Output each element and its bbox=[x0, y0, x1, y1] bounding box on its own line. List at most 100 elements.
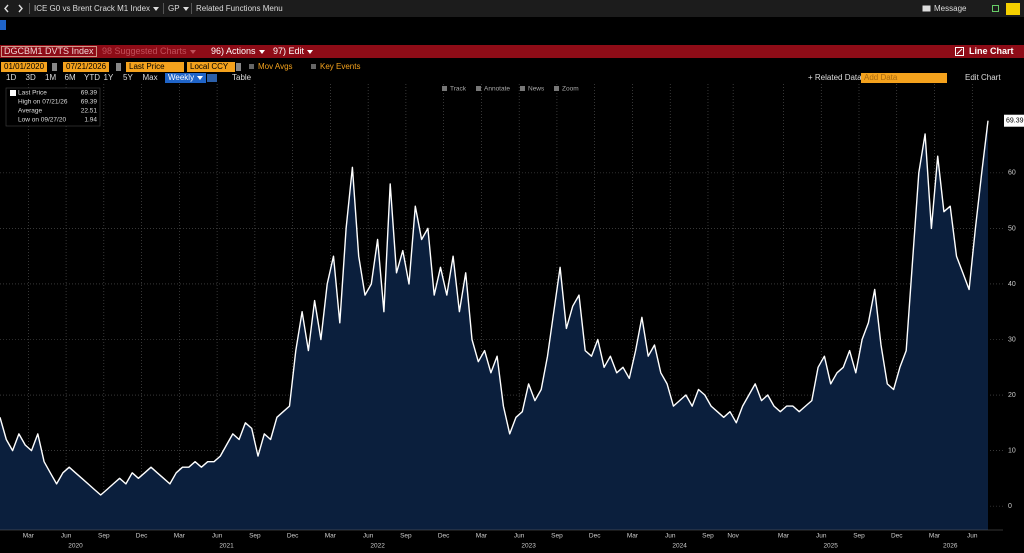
key-events-box[interactable] bbox=[311, 64, 316, 69]
actions-menu[interactable]: 96) Actions bbox=[211, 46, 265, 57]
line bbox=[0, 120, 989, 496]
chart-tool[interactable]: Annotate bbox=[476, 86, 510, 93]
x-tick-label: Mar bbox=[325, 533, 337, 540]
related-data-label: Related Data bbox=[814, 73, 862, 82]
security-menu[interactable]: ICE G0 vs Brent Crack M1 Index bbox=[34, 4, 160, 14]
x-tick-label: Mar bbox=[174, 533, 186, 540]
related-menu[interactable]: Related Functions Menu bbox=[196, 4, 283, 13]
x-tick-label: Dec bbox=[891, 533, 903, 540]
y-tick-label: 40 bbox=[1008, 281, 1016, 288]
header-bar: DGCBM1 DVTS Index 98 Suggested Charts 96… bbox=[0, 45, 1024, 58]
x-tick-label: Sep bbox=[702, 533, 714, 540]
year-label: 2020 bbox=[68, 543, 83, 550]
window-icons bbox=[992, 3, 1020, 15]
chart-toggle[interactable] bbox=[207, 74, 217, 82]
suggested-menu[interactable]: 98 Suggested Charts bbox=[102, 46, 196, 57]
year-label: 2022 bbox=[370, 543, 385, 550]
period-button[interactable]: Max bbox=[142, 73, 158, 82]
x-tick-label: Dec bbox=[438, 533, 450, 540]
x-tick-label: Jun bbox=[61, 533, 72, 540]
period-button[interactable]: YTD bbox=[84, 73, 100, 82]
function: GP bbox=[168, 4, 180, 13]
related-data[interactable]: + Related Data bbox=[808, 73, 862, 82]
date-picker[interactable] bbox=[52, 63, 57, 71]
x-tick-label: Dec bbox=[136, 533, 148, 540]
suggested: 98 Suggested Charts bbox=[102, 46, 187, 56]
edit-menu[interactable]: 97) Edit bbox=[273, 46, 314, 57]
nav-arrows[interactable] bbox=[3, 4, 27, 13]
x-tick-label: Dec bbox=[287, 533, 299, 540]
table-button[interactable]: Table bbox=[232, 73, 252, 82]
status-block bbox=[0, 20, 6, 30]
period-button[interactable]: 1Y bbox=[103, 73, 114, 82]
field[interactable]: Last Price bbox=[126, 62, 184, 72]
legend-label: Low on 09/27/20 bbox=[18, 117, 66, 124]
mov-avgs-box[interactable] bbox=[249, 64, 254, 69]
legend-box bbox=[5, 87, 101, 127]
chart: 69.39 0 10 20 30 40 50 60 Mar Jun Sep Dec Mar Jun Sep D… bbox=[0, 84, 1024, 553]
tool-icon bbox=[554, 86, 559, 91]
actions: 96) Actions bbox=[211, 46, 256, 56]
chart-type[interactable]: Line Chart bbox=[969, 46, 1014, 56]
date-picker[interactable] bbox=[116, 63, 121, 71]
year-label: 2025 bbox=[823, 543, 838, 550]
x-tick-label: Mar bbox=[23, 533, 35, 540]
year-label: 2026 bbox=[943, 543, 958, 550]
x-tick-label: Sep bbox=[551, 533, 563, 540]
tool-icon bbox=[476, 86, 481, 91]
chart-tool[interactable]: News bbox=[520, 86, 545, 93]
tool-label: News bbox=[528, 86, 545, 93]
key-events[interactable]: Key Events bbox=[320, 62, 361, 71]
legend-label: High on 07/21/26 bbox=[18, 99, 68, 106]
x-tick-label: Dec bbox=[589, 533, 601, 540]
period-button[interactable]: 1M bbox=[45, 73, 57, 82]
x-tick-label: Sep bbox=[400, 533, 412, 540]
tool-label: Track bbox=[450, 86, 467, 93]
period-row: 1D 3D 1M 6M YTD 1Y 5Y Max Weekly Table + Relate… bbox=[0, 73, 1024, 84]
function-menu[interactable]: GP bbox=[168, 4, 189, 14]
y-tick-label: 60 bbox=[1008, 170, 1016, 177]
x-tick-label: Jun bbox=[665, 533, 676, 540]
currency-picker[interactable] bbox=[236, 63, 241, 71]
period-button[interactable]: 5Y bbox=[123, 73, 133, 82]
last-value-label: 69.39 bbox=[1006, 118, 1024, 125]
frequency[interactable]: Weekly bbox=[165, 73, 207, 83]
x-tick-label: Sep bbox=[853, 533, 865, 540]
legend-value: 69.39 bbox=[81, 99, 98, 106]
period-button[interactable]: 1D bbox=[6, 73, 17, 82]
mov-avgs[interactable]: Mov Avgs bbox=[258, 62, 293, 71]
y-tick-label: 30 bbox=[1008, 336, 1016, 343]
legend-value: 22.51 bbox=[81, 108, 98, 115]
year-label: 2024 bbox=[672, 543, 687, 550]
control-row: 01/01/2020 07/21/2026 Last Price Local C… bbox=[0, 61, 1024, 73]
chart-tool[interactable]: Track bbox=[442, 86, 467, 93]
end-date[interactable]: 07/21/2026 bbox=[63, 62, 110, 72]
edit: 97) Edit bbox=[273, 46, 305, 56]
period-button[interactable]: 6M bbox=[64, 73, 76, 82]
area bbox=[0, 120, 988, 530]
tool-icon bbox=[520, 86, 525, 91]
edit-chart[interactable]: Edit Chart bbox=[965, 73, 1001, 82]
ticker[interactable]: DGCBM1 DVTS Index bbox=[1, 46, 97, 57]
chart-tool[interactable]: Zoom bbox=[554, 86, 579, 93]
tool-icon bbox=[442, 86, 447, 91]
legend-label: Last Price bbox=[18, 90, 47, 97]
currency[interactable]: Local CCY bbox=[187, 62, 235, 72]
tool-label: Zoom bbox=[562, 86, 579, 93]
add-data[interactable]: Add Data bbox=[861, 73, 947, 83]
legend-value: 1.94 bbox=[84, 117, 97, 124]
top-toolbar: ICE G0 vs Brent Crack M1 Index GP Relate… bbox=[0, 0, 1024, 17]
x-tick-label: Mar bbox=[627, 533, 639, 540]
chart-icon bbox=[955, 47, 964, 56]
tool-label: Annotate bbox=[484, 86, 510, 93]
year-label: 2021 bbox=[219, 543, 234, 550]
legend-swatch bbox=[10, 90, 16, 96]
x-tick-label: Sep bbox=[98, 533, 110, 540]
x-tick-label: Mar bbox=[778, 533, 790, 540]
period-button[interactable]: 3D bbox=[25, 73, 36, 82]
message[interactable]: Message bbox=[934, 4, 967, 13]
x-tick-label: Nov bbox=[727, 533, 739, 540]
x-tick-label: Mar bbox=[929, 533, 941, 540]
x-tick-label: Jun bbox=[816, 533, 827, 540]
start-date[interactable]: 01/01/2020 bbox=[1, 62, 48, 72]
